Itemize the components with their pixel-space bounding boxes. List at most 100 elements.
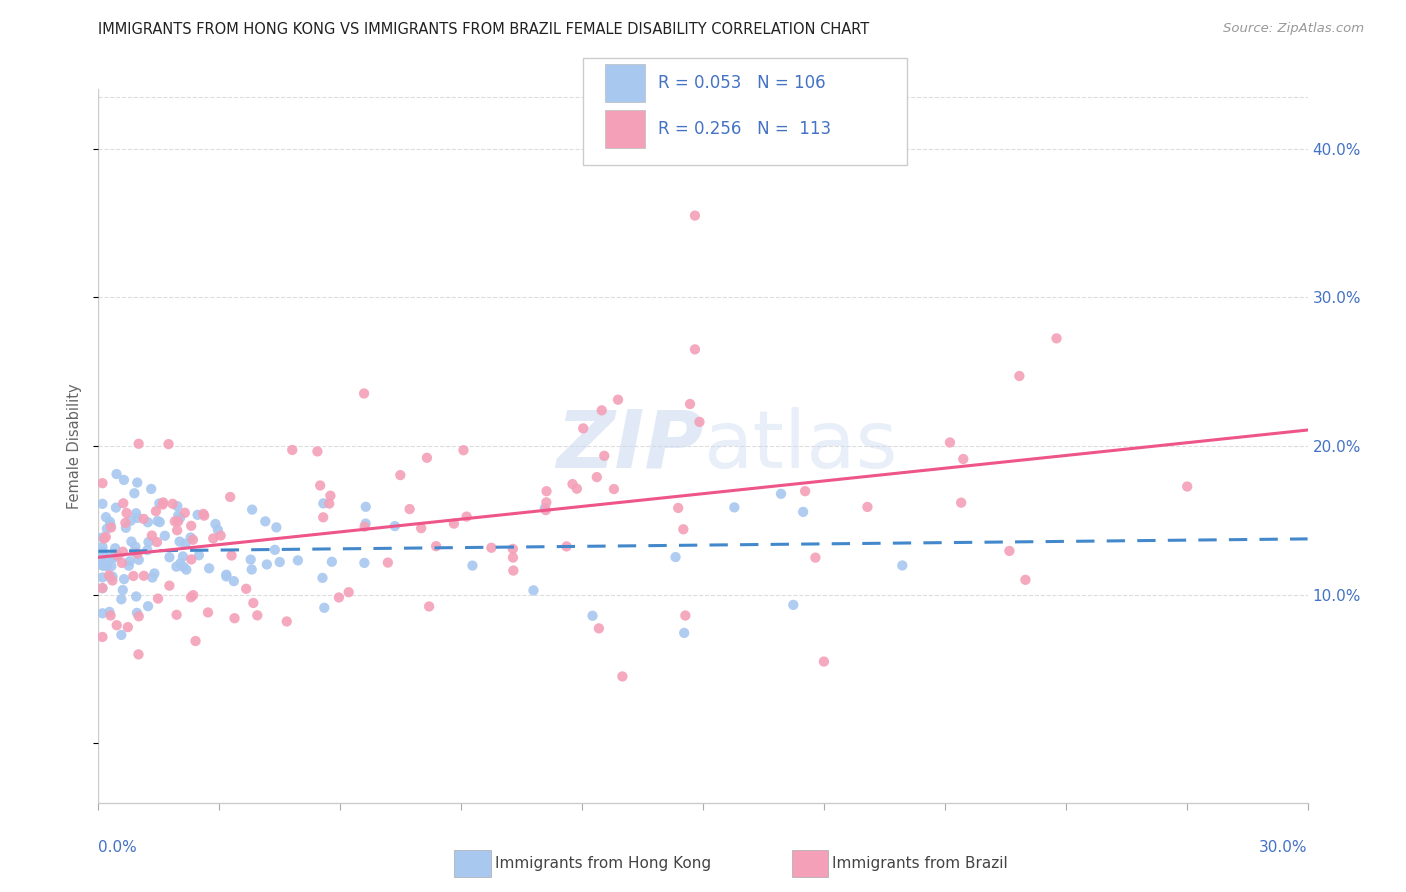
- Point: [181, 588, 204, 602]
- Point: [328, 591, 350, 605]
- Point: [312, 496, 335, 510]
- Point: [136, 599, 159, 614]
- Point: [101, 569, 124, 583]
- Point: [111, 556, 134, 570]
- Point: [112, 473, 135, 487]
- Point: [215, 567, 238, 582]
- Point: [167, 515, 190, 529]
- Point: [115, 506, 138, 520]
- Point: [110, 628, 132, 642]
- Point: [425, 539, 447, 553]
- Text: R = 0.053   N = 106: R = 0.053 N = 106: [658, 74, 825, 92]
- Point: [132, 568, 155, 582]
- Point: [666, 500, 689, 515]
- Point: [337, 585, 360, 599]
- Point: [952, 452, 974, 467]
- Point: [461, 558, 484, 573]
- Point: [281, 442, 304, 457]
- Point: [91, 630, 114, 644]
- Point: [222, 574, 245, 589]
- Point: [93, 532, 115, 546]
- Point: [166, 523, 188, 537]
- Point: [794, 484, 817, 499]
- Point: [159, 550, 181, 565]
- Point: [418, 599, 440, 614]
- Point: [132, 512, 155, 526]
- Point: [572, 421, 595, 435]
- Point: [353, 519, 375, 533]
- Point: [146, 514, 169, 528]
- Point: [107, 549, 129, 563]
- Point: [145, 504, 167, 518]
- Point: [593, 449, 616, 463]
- Point: [91, 531, 114, 545]
- Point: [157, 579, 180, 593]
- Point: [287, 553, 309, 567]
- Point: [110, 592, 132, 607]
- Point: [269, 555, 291, 569]
- Point: [561, 477, 583, 491]
- Point: [193, 507, 215, 521]
- Point: [91, 476, 114, 491]
- Point: [456, 509, 478, 524]
- Point: [416, 450, 439, 465]
- Point: [321, 555, 343, 569]
- Point: [98, 605, 121, 619]
- Point: [174, 537, 197, 551]
- Point: [91, 558, 114, 573]
- Point: [679, 397, 702, 411]
- Point: [683, 343, 706, 357]
- Point: [314, 600, 336, 615]
- Point: [389, 468, 412, 483]
- Point: [104, 547, 127, 561]
- Point: [950, 496, 973, 510]
- Point: [176, 563, 198, 577]
- Point: [128, 437, 150, 451]
- Point: [128, 553, 150, 567]
- Point: [124, 540, 146, 554]
- Point: [1008, 369, 1031, 384]
- Point: [152, 498, 174, 512]
- Point: [723, 500, 745, 515]
- Point: [114, 516, 136, 530]
- Point: [411, 521, 433, 535]
- Point: [813, 655, 835, 669]
- Point: [100, 559, 122, 574]
- Point: [239, 552, 262, 566]
- Point: [146, 591, 169, 606]
- Point: [103, 551, 125, 566]
- Point: [187, 508, 209, 522]
- Point: [534, 503, 557, 517]
- Point: [94, 530, 117, 544]
- Point: [588, 621, 610, 635]
- Point: [91, 545, 114, 559]
- Point: [120, 534, 142, 549]
- Point: [112, 572, 135, 586]
- Point: [672, 522, 695, 536]
- Point: [377, 556, 399, 570]
- Point: [122, 569, 145, 583]
- Point: [215, 569, 238, 583]
- Point: [353, 386, 375, 401]
- Point: [165, 559, 187, 574]
- Point: [91, 556, 114, 570]
- Point: [193, 508, 215, 523]
- Point: [585, 470, 607, 484]
- Point: [153, 529, 176, 543]
- Point: [148, 496, 170, 510]
- Point: [169, 557, 191, 571]
- Point: [166, 607, 188, 622]
- Point: [502, 564, 524, 578]
- Point: [266, 520, 288, 534]
- Point: [1045, 331, 1067, 345]
- Point: [581, 608, 603, 623]
- Point: [120, 514, 142, 528]
- Point: [209, 528, 232, 542]
- Point: [276, 615, 298, 629]
- Point: [204, 516, 226, 531]
- Point: [112, 496, 135, 510]
- Point: [254, 514, 277, 528]
- Point: [98, 550, 121, 565]
- Point: [91, 581, 114, 595]
- Point: [240, 502, 263, 516]
